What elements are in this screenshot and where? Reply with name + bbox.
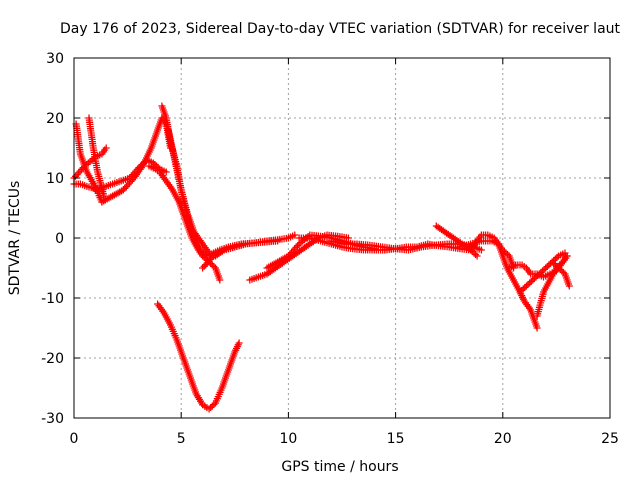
- data-point: [526, 279, 534, 287]
- data-point: [210, 401, 218, 408]
- y-tick-label: 10: [46, 171, 64, 187]
- data-point: [563, 252, 571, 260]
- data-point: [235, 339, 243, 347]
- data-series-track-19: [495, 240, 541, 332]
- y-tick-label: 0: [55, 231, 64, 247]
- data-point: [137, 162, 144, 170]
- data-series-track-6: [91, 156, 170, 194]
- data-point: [539, 267, 546, 275]
- data-point: [208, 402, 216, 410]
- data-point: [473, 252, 481, 260]
- data-point: [532, 273, 540, 281]
- data-point: [205, 405, 213, 413]
- data-point: [477, 246, 485, 254]
- data-point: [534, 272, 542, 279]
- data-point: [516, 288, 524, 296]
- data-point: [208, 261, 216, 269]
- y-tick-label: -20: [41, 351, 64, 367]
- data-point: [216, 276, 224, 284]
- x-axis-label: GPS time / hours: [281, 459, 398, 475]
- x-tick-label: 0: [70, 431, 79, 447]
- data-point: [524, 281, 532, 288]
- data-series-track-9: [164, 126, 249, 260]
- data-point: [472, 251, 479, 258]
- x-tick-label: 5: [177, 431, 186, 447]
- data-point: [522, 282, 530, 290]
- data-point: [550, 260, 558, 267]
- data-point: [540, 266, 548, 273]
- y-axis-label: SDTVAR / TECUs: [7, 181, 23, 296]
- x-tick-label: 15: [387, 431, 405, 447]
- x-tick-label: 25: [601, 431, 619, 447]
- data-point: [140, 159, 148, 167]
- data-point: [162, 168, 170, 176]
- data-point: [138, 161, 146, 168]
- data-point: [557, 260, 565, 267]
- data-series-track-22: [533, 252, 571, 320]
- data-series-track-5: [98, 114, 174, 206]
- data-point: [529, 276, 537, 284]
- data-point: [551, 255, 559, 263]
- data-point: [102, 144, 110, 152]
- x-tick-label: 10: [279, 431, 297, 447]
- data-point: [530, 275, 538, 282]
- data-points: [70, 102, 573, 413]
- data-series-track-23: [548, 258, 573, 290]
- data-point: [548, 258, 556, 266]
- data-point: [537, 269, 545, 276]
- y-tick-label: 30: [46, 51, 64, 67]
- data-point: [527, 278, 535, 285]
- data-series-track-10: [199, 231, 299, 272]
- data-point: [207, 404, 215, 411]
- data-point: [565, 282, 573, 290]
- data-point: [556, 266, 564, 273]
- data-point: [533, 324, 541, 332]
- data-point: [518, 287, 526, 294]
- data-series-track-7: [145, 162, 224, 284]
- axis-ticks: 0 5 10 15 20 25 -30 -20 -10 0 10 20 30: [41, 51, 619, 447]
- data-point: [543, 263, 551, 270]
- data-point: [542, 264, 550, 272]
- data-point: [553, 263, 561, 270]
- data-point: [502, 249, 510, 257]
- chart-title: Day 176 of 2023, Sidereal Day-to-day VTE…: [60, 21, 621, 37]
- data-point: [545, 261, 553, 269]
- data-point: [558, 267, 566, 275]
- data-series-track-24: [154, 300, 243, 413]
- data-point: [519, 285, 527, 293]
- data-point: [521, 284, 529, 291]
- data-point: [551, 261, 559, 269]
- data-point: [197, 246, 204, 254]
- x-tick-label: 20: [494, 431, 512, 447]
- y-tick-label: -10: [41, 291, 64, 307]
- data-point: [470, 249, 478, 257]
- y-tick-label: 20: [46, 111, 64, 127]
- data-point: [553, 254, 561, 261]
- y-tick-label: -30: [41, 411, 64, 427]
- data-point: [291, 231, 299, 239]
